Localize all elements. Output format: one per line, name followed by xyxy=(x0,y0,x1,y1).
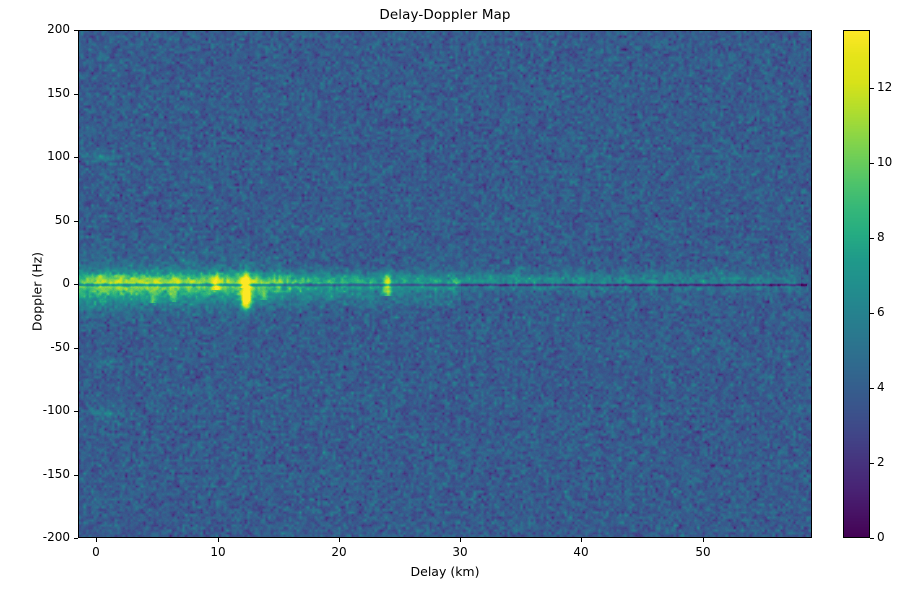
x-tick-mark xyxy=(703,538,704,542)
y-tick-label: 200 xyxy=(47,22,70,36)
colorbar-tick-label: 8 xyxy=(877,230,885,244)
x-tick-mark xyxy=(96,538,97,542)
chart-title: Delay-Doppler Map xyxy=(379,7,511,23)
y-axis-ticks: 200 150 100 50 0 -50 -100 -150 -200 xyxy=(0,0,70,590)
colorbar-tick-mark xyxy=(870,313,874,314)
colorbar-tick-label: 0 xyxy=(877,530,885,544)
x-tick-label: 50 xyxy=(695,545,711,559)
y-tick-mark xyxy=(74,30,78,31)
colorbar-tick-mark xyxy=(870,88,874,89)
colorbar-tick-label: 6 xyxy=(877,305,885,319)
x-tick-label: 20 xyxy=(331,545,347,559)
y-tick-mark xyxy=(74,411,78,412)
delay-doppler-plot-area[interactable] xyxy=(78,30,812,538)
colorbar-tick-mark xyxy=(870,163,874,164)
y-tick-label: 150 xyxy=(47,86,70,100)
colorbar-tick-label: 12 xyxy=(877,80,893,94)
x-tick-mark xyxy=(460,538,461,542)
y-tick-label: 0 xyxy=(62,276,70,290)
y-tick-label: -200 xyxy=(42,530,70,544)
x-axis-label: Delay (km) xyxy=(410,564,480,579)
colorbar-tick-label: 2 xyxy=(877,455,885,469)
colorbar-tick-label: 4 xyxy=(877,380,885,394)
x-tick-label: 0 xyxy=(92,545,100,559)
y-axis-label: Doppler (Hz) xyxy=(29,251,45,332)
x-tick-mark xyxy=(339,538,340,542)
x-tick-label: 40 xyxy=(573,545,589,559)
y-tick-mark xyxy=(74,157,78,158)
y-tick-label: 100 xyxy=(47,149,70,163)
colorbar-tick-mark xyxy=(870,463,874,464)
y-tick-mark xyxy=(74,348,78,349)
x-tick-label: 10 xyxy=(210,545,226,559)
x-tick-mark xyxy=(581,538,582,542)
y-tick-mark xyxy=(74,475,78,476)
y-tick-mark xyxy=(74,284,78,285)
colorbar-tick-label: 10 xyxy=(877,155,893,169)
y-tick-mark xyxy=(74,94,78,95)
x-tick-label: 30 xyxy=(452,545,468,559)
colorbar-tick-mark xyxy=(870,388,874,389)
colorbar-gradient xyxy=(844,31,869,537)
y-tick-label: -50 xyxy=(50,340,70,354)
y-tick-mark xyxy=(74,538,78,539)
colorbar[interactable] xyxy=(843,30,870,538)
heatmap-image xyxy=(79,31,811,537)
x-tick-mark xyxy=(218,538,219,542)
y-tick-label: -100 xyxy=(42,403,70,417)
y-tick-label: 50 xyxy=(54,213,70,227)
colorbar-tick-mark xyxy=(870,538,874,539)
y-tick-label: -150 xyxy=(42,467,70,481)
y-tick-mark xyxy=(74,221,78,222)
colorbar-tick-mark xyxy=(870,238,874,239)
